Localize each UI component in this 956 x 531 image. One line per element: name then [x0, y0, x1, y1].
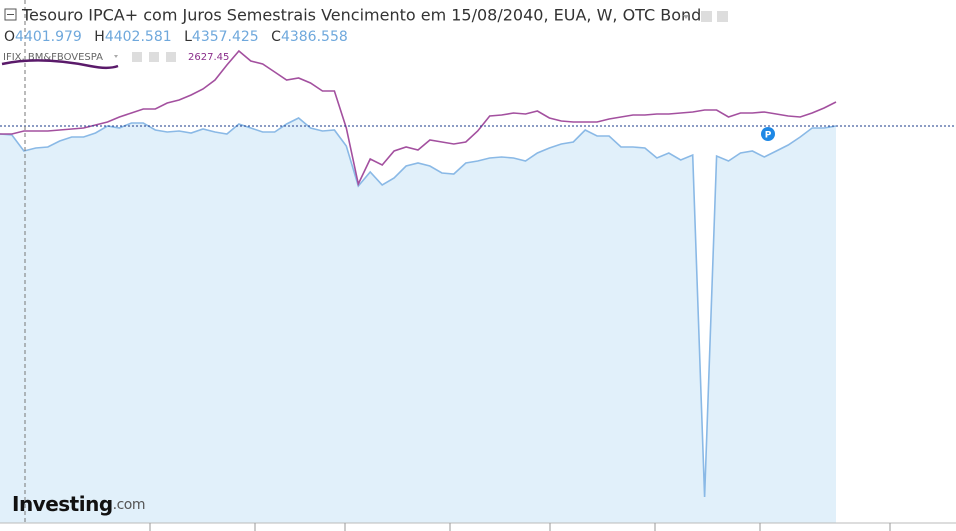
gear-icon[interactable]	[149, 52, 159, 62]
c-label: C	[271, 29, 281, 45]
marker-label: P	[765, 131, 772, 141]
close-icon[interactable]	[166, 52, 176, 62]
series-line	[0, 117, 837, 498]
h-label: H	[94, 29, 105, 45]
time-axis-ticks	[149, 523, 891, 531]
legend-ifix: IFIX, BM&FBOVESPA	[3, 52, 103, 63]
l-value: 4357.425	[192, 29, 259, 45]
logo-main: Investing	[12, 492, 113, 516]
l-label: L	[184, 29, 192, 45]
ohlc-row: O4401.979 H4402.581 L4357.425 C4386.558	[4, 29, 348, 45]
handwritten-underline	[1, 59, 119, 70]
series-line	[0, 49, 837, 187]
marker-badge[interactable]	[761, 127, 775, 141]
title-dropdown[interactable]	[683, 15, 689, 19]
legend-dropdown[interactable]	[114, 55, 118, 58]
c-value: 4386.558	[281, 29, 348, 45]
ifix-last-value: 2627.45	[188, 52, 229, 63]
collapse-icon[interactable]	[4, 8, 17, 21]
logo: Investing.com	[12, 492, 145, 516]
title-settings-icon[interactable]	[701, 11, 712, 22]
settings-icon[interactable]	[132, 52, 142, 62]
o-label: O	[4, 29, 15, 45]
series-area	[0, 118, 836, 523]
plot-area	[0, 49, 956, 523]
o-value: 4401.979	[15, 29, 82, 45]
h-value: 4402.581	[105, 29, 172, 45]
logo-suffix: .com	[113, 497, 145, 513]
time-axis	[0, 523, 956, 531]
title-gear-icon[interactable]	[717, 11, 728, 22]
chart-title: Tesouro IPCA+ com Juros Semestrais Venci…	[21, 6, 710, 25]
